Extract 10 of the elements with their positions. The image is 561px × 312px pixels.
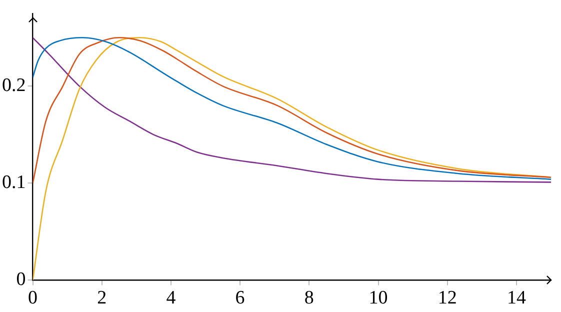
x-tick-label: 4: [166, 288, 176, 309]
x-tick-label: 6: [235, 288, 245, 309]
x-tick-label: 8: [304, 288, 314, 309]
x-tick-label: 2: [97, 288, 107, 309]
x-tick-label: 10: [368, 288, 388, 309]
y-tick-label: 0.2: [2, 75, 26, 96]
x-tick-label: 12: [438, 288, 457, 309]
x-tick-label: 14: [506, 288, 526, 309]
y-tick-label: 0: [16, 269, 26, 290]
y-tick-label: 0.1: [2, 172, 26, 194]
